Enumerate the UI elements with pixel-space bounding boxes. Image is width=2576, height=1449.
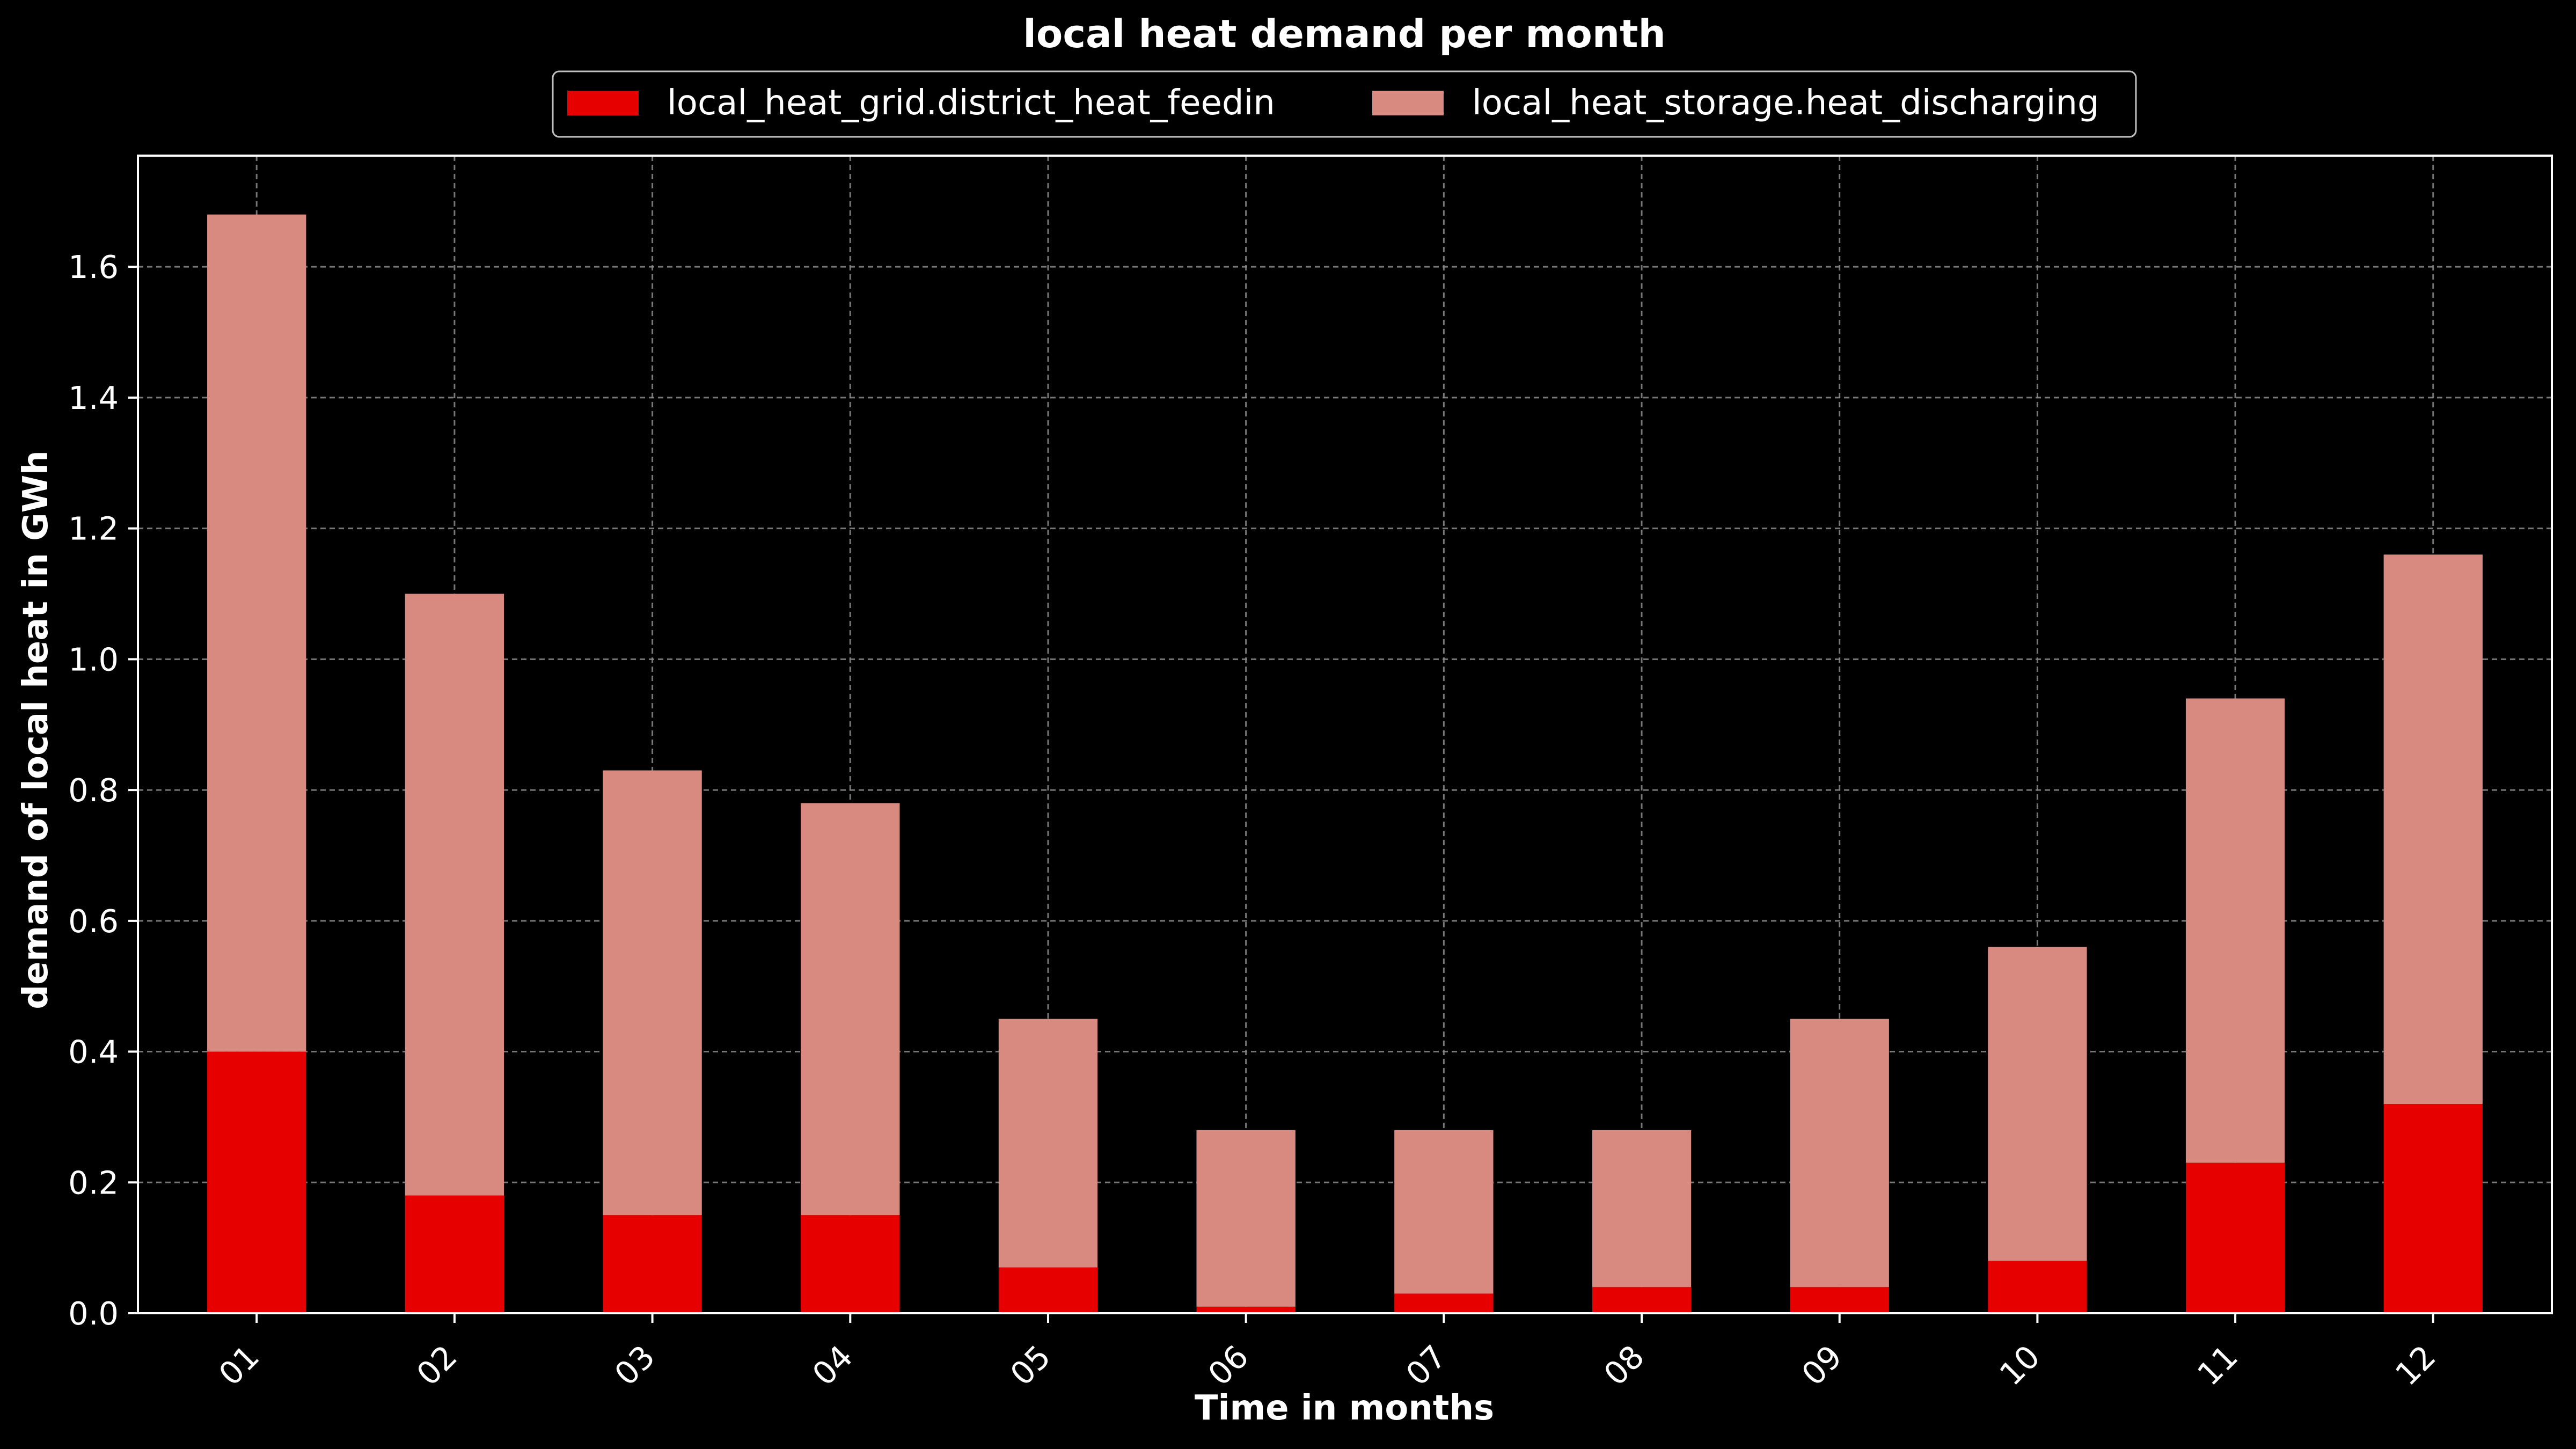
bar-heat-discharging-03 (603, 770, 702, 1216)
bar-district-heat-feedin-06 (1196, 1306, 1296, 1313)
bar-heat-discharging-08 (1592, 1130, 1692, 1287)
y-tick-label: 1.6 (68, 248, 119, 286)
legend-swatch-district-heat-feedin (567, 91, 639, 115)
bar-district-heat-feedin-02 (405, 1195, 504, 1313)
bar-district-heat-feedin-04 (801, 1215, 900, 1313)
bar-district-heat-feedin-10 (1988, 1261, 2087, 1313)
y-tick-label: 0.6 (68, 903, 119, 940)
bar-heat-discharging-04 (801, 803, 900, 1216)
y-tick-label: 0.4 (68, 1034, 119, 1071)
bar-heat-discharging-12 (2383, 554, 2483, 1104)
y-tick-label: 0.2 (68, 1164, 119, 1201)
plot-frame (137, 155, 2553, 1314)
bar-heat-discharging-02 (405, 594, 504, 1196)
bar-heat-discharging-01 (207, 214, 306, 1052)
bar-district-heat-feedin-07 (1394, 1293, 1494, 1313)
bar-district-heat-feedin-01 (207, 1051, 306, 1313)
bar-heat-discharging-07 (1394, 1130, 1494, 1294)
bars (207, 214, 2483, 1313)
y-tick-label: 0.0 (68, 1295, 119, 1332)
bar-district-heat-feedin-09 (1790, 1287, 1889, 1313)
legend: local_heat_grid.district_heat_feedin loc… (552, 70, 2137, 138)
legend-swatch-heat-discharging (1372, 91, 1444, 115)
bar-district-heat-feedin-05 (998, 1267, 1098, 1313)
bar-district-heat-feedin-03 (603, 1215, 702, 1313)
legend-label-heat-discharging: local_heat_storage.heat_discharging (1472, 83, 2099, 123)
y-tick-label: 0.8 (68, 772, 119, 809)
y-tick-label: 1.2 (68, 510, 119, 547)
chart-title: local heat demand per month (1023, 11, 1666, 56)
bar-heat-discharging-06 (1196, 1130, 1296, 1307)
y-axis-label: demand of local heat in GWh (16, 450, 56, 1009)
bar-district-heat-feedin-11 (2185, 1162, 2285, 1313)
y-tick-label: 1.4 (68, 379, 119, 416)
bar-heat-discharging-10 (1988, 947, 2087, 1261)
y-tick-label: 1.0 (68, 641, 119, 678)
x-axis-label: Time in months (1195, 1388, 1494, 1428)
bar-heat-discharging-09 (1790, 1019, 1889, 1287)
legend-frame (552, 70, 2137, 138)
bar-district-heat-feedin-08 (1592, 1287, 1692, 1313)
legend-label-district-heat-feedin: local_heat_grid.district_heat_feedin (667, 83, 1275, 123)
bar-heat-discharging-11 (2185, 698, 2285, 1163)
bar-district-heat-feedin-12 (2383, 1104, 2483, 1313)
bar-heat-discharging-05 (998, 1019, 1098, 1268)
